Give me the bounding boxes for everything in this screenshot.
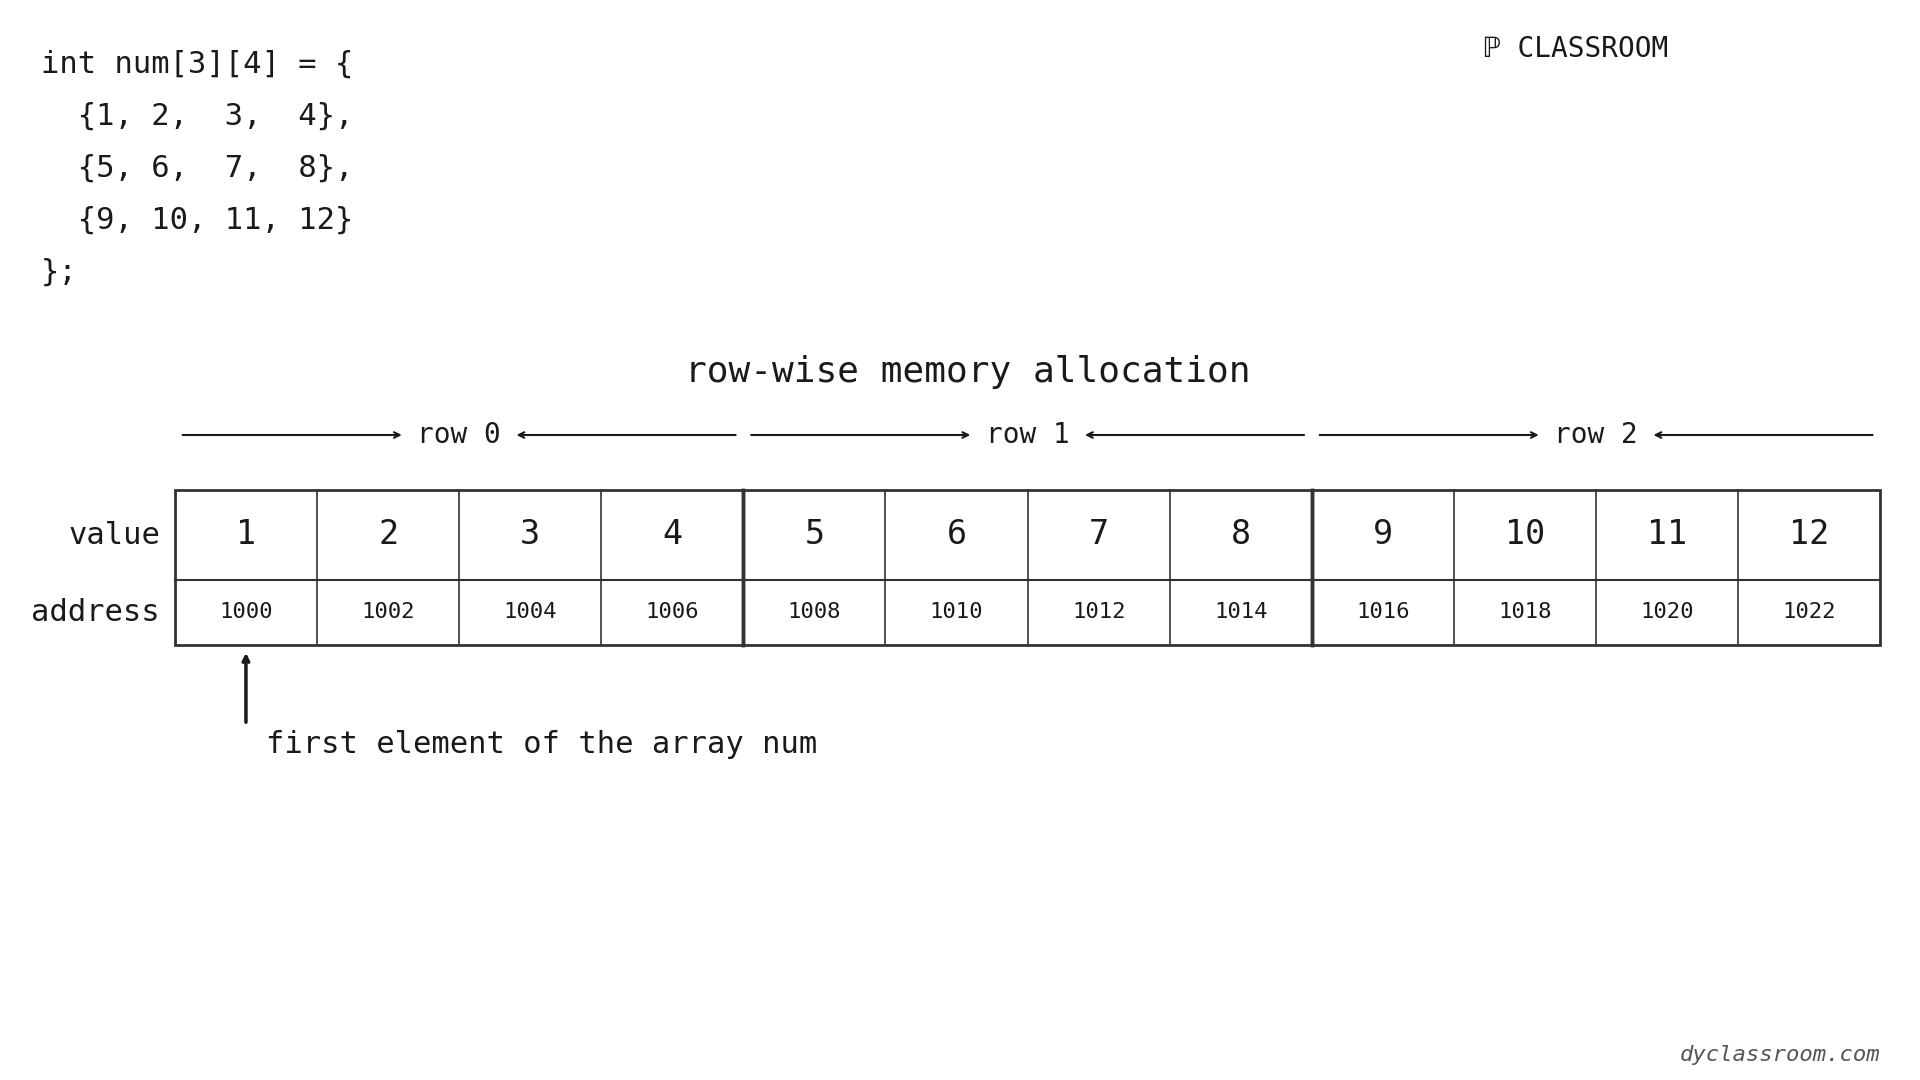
Text: ℙ CLASSROOM: ℙ CLASSROOM xyxy=(1484,35,1668,63)
Text: 1004: 1004 xyxy=(503,603,557,622)
Text: {1, 2,  3,  4},: {1, 2, 3, 4}, xyxy=(40,102,353,131)
Text: {5, 6,  7,  8},: {5, 6, 7, 8}, xyxy=(40,154,353,183)
Text: 8: 8 xyxy=(1231,518,1250,552)
Text: row 0: row 0 xyxy=(417,421,501,449)
Text: dyclassroom.com: dyclassroom.com xyxy=(1680,1045,1880,1065)
Text: 11: 11 xyxy=(1647,518,1688,552)
Text: first element of the array num: first element of the array num xyxy=(265,730,818,759)
Text: 1: 1 xyxy=(236,518,255,552)
Text: 6: 6 xyxy=(947,518,966,552)
Text: 7: 7 xyxy=(1089,518,1108,552)
Text: row-wise memory allocation: row-wise memory allocation xyxy=(685,355,1250,389)
Text: 1016: 1016 xyxy=(1356,603,1409,622)
Text: 1010: 1010 xyxy=(929,603,983,622)
Text: 1008: 1008 xyxy=(787,603,841,622)
Text: 1022: 1022 xyxy=(1782,603,1836,622)
Text: 1018: 1018 xyxy=(1498,603,1551,622)
Text: 9: 9 xyxy=(1373,518,1394,552)
Text: {9, 10, 11, 12}: {9, 10, 11, 12} xyxy=(40,206,353,235)
Text: 1002: 1002 xyxy=(361,603,415,622)
Text: value: value xyxy=(67,521,159,550)
Text: 4: 4 xyxy=(662,518,682,552)
Text: 5: 5 xyxy=(804,518,824,552)
Text: row 2: row 2 xyxy=(1553,421,1638,449)
Text: 3: 3 xyxy=(520,518,540,552)
Text: address: address xyxy=(31,598,159,627)
Text: 2: 2 xyxy=(378,518,397,552)
Text: 1014: 1014 xyxy=(1213,603,1267,622)
Text: int num[3][4] = {: int num[3][4] = { xyxy=(40,50,353,79)
Text: row 1: row 1 xyxy=(985,421,1069,449)
Text: };: }; xyxy=(40,258,79,287)
Text: 1020: 1020 xyxy=(1640,603,1693,622)
Text: 1000: 1000 xyxy=(219,603,273,622)
Text: 10: 10 xyxy=(1505,518,1546,552)
Text: 12: 12 xyxy=(1789,518,1830,552)
Text: 1012: 1012 xyxy=(1071,603,1125,622)
Text: 1006: 1006 xyxy=(645,603,699,622)
FancyBboxPatch shape xyxy=(175,490,1880,645)
